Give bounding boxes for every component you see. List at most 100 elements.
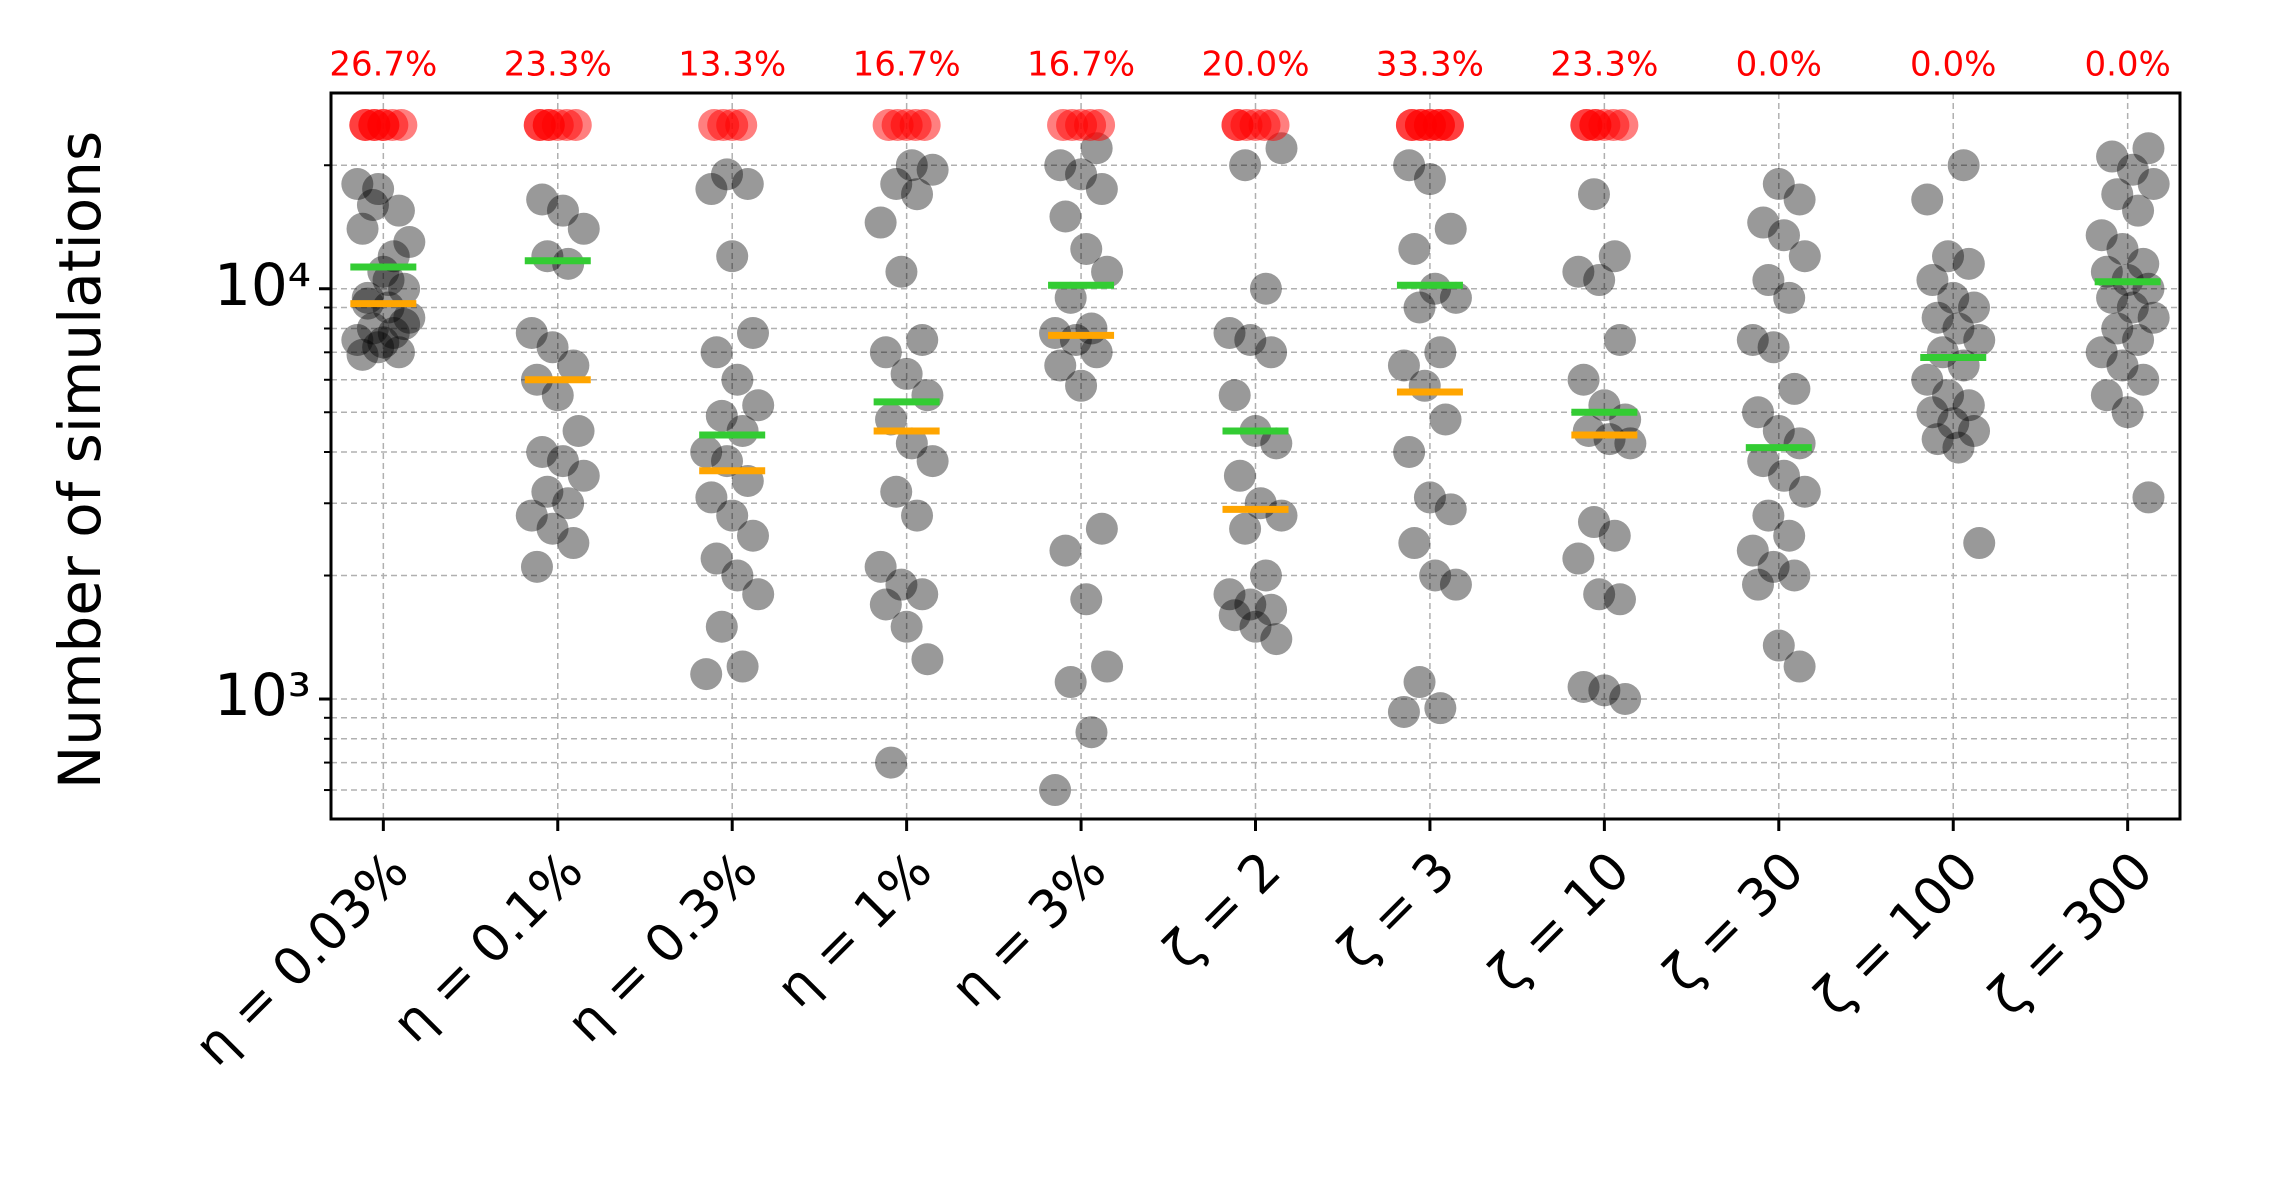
- point: [1070, 232, 1103, 265]
- point: [1958, 415, 1991, 448]
- point: [1783, 183, 1816, 216]
- point: [1424, 692, 1457, 725]
- point: [2132, 132, 2165, 165]
- point: [1049, 534, 1082, 567]
- x-tick-label: ζ = 100: [1804, 841, 1991, 1028]
- fail-point: [1579, 109, 1612, 141]
- fail-point: [908, 109, 941, 141]
- point: [562, 415, 595, 448]
- point: [1239, 610, 1272, 643]
- point: [1260, 427, 1293, 460]
- point: [1572, 415, 1605, 448]
- x-tick-label: η = 0.03%: [184, 841, 421, 1078]
- point: [890, 610, 923, 643]
- point: [526, 436, 559, 469]
- fail-point: [1257, 109, 1290, 141]
- point: [1434, 212, 1467, 245]
- point: [1567, 670, 1600, 703]
- point: [742, 389, 775, 422]
- point: [1424, 336, 1457, 369]
- fail-pct-label: 13.3%: [678, 45, 786, 85]
- point: [2111, 396, 2144, 429]
- point: [2127, 247, 2160, 280]
- point: [1419, 272, 1452, 305]
- point: [1091, 255, 1124, 288]
- point: [377, 317, 410, 350]
- point: [1387, 695, 1420, 728]
- point: [2085, 336, 2118, 369]
- x-tick-label: ζ = 300: [1978, 841, 2165, 1028]
- fail-pct-label: 23.3%: [504, 45, 612, 85]
- point: [906, 578, 939, 611]
- point: [736, 317, 769, 350]
- point: [895, 149, 928, 182]
- point: [346, 212, 379, 245]
- point: [1439, 568, 1472, 601]
- point: [1773, 519, 1806, 552]
- point: [356, 189, 389, 222]
- point: [2132, 481, 2165, 514]
- fail-pct-label: 0.0%: [2084, 45, 2170, 85]
- fail-pct-label: 20.0%: [1201, 45, 1309, 85]
- point: [1762, 629, 1795, 662]
- point: [367, 326, 400, 359]
- point: [546, 194, 579, 227]
- point: [1577, 178, 1610, 211]
- x-tick-label: η = 0.3%: [556, 841, 769, 1054]
- point: [916, 445, 949, 478]
- x-tick-label: ζ = 3: [1327, 841, 1467, 981]
- point: [906, 324, 939, 357]
- point: [690, 658, 723, 691]
- point: [2137, 168, 2170, 201]
- point: [721, 363, 754, 396]
- x-tick-label: ζ = 10: [1478, 841, 1641, 1004]
- point: [1080, 336, 1113, 369]
- point: [1085, 173, 1118, 206]
- point: [869, 588, 902, 621]
- fail-pct-label: 0.0%: [1736, 45, 1822, 85]
- fail-pct-label: 33.3%: [1376, 45, 1484, 85]
- x-tick-label: η = 0.1%: [382, 841, 595, 1054]
- point: [1234, 588, 1267, 621]
- point: [1218, 599, 1251, 632]
- point: [393, 226, 426, 259]
- point: [1942, 312, 1975, 345]
- point: [515, 317, 548, 350]
- point: [1213, 317, 1246, 350]
- point: [2137, 301, 2170, 334]
- point: [736, 519, 769, 552]
- point: [1778, 559, 1811, 592]
- point: [1942, 431, 1975, 464]
- point: [716, 240, 749, 273]
- point: [875, 746, 908, 779]
- point: [1778, 372, 1811, 405]
- point: [382, 336, 415, 369]
- point: [1911, 363, 1944, 396]
- point: [1788, 240, 1821, 273]
- point: [382, 194, 415, 227]
- point: [1783, 427, 1816, 460]
- point: [388, 308, 421, 341]
- point: [346, 338, 379, 371]
- point: [536, 331, 569, 364]
- point: [372, 291, 405, 324]
- point: [1603, 583, 1636, 616]
- point: [541, 379, 574, 412]
- point: [341, 168, 374, 201]
- point: [2116, 153, 2149, 186]
- point: [1603, 324, 1636, 357]
- point: [726, 650, 759, 683]
- point: [1419, 559, 1452, 592]
- point: [1921, 423, 1954, 456]
- plot-frame: [329, 91, 2182, 821]
- point: [1429, 403, 1462, 436]
- point: [2096, 281, 2129, 314]
- x-tick-label: ζ = 30: [1652, 841, 1815, 1004]
- point: [1255, 336, 1288, 369]
- point: [362, 331, 395, 364]
- point: [2122, 194, 2155, 227]
- point: [2106, 232, 2139, 265]
- point: [1752, 499, 1785, 532]
- point: [356, 312, 389, 345]
